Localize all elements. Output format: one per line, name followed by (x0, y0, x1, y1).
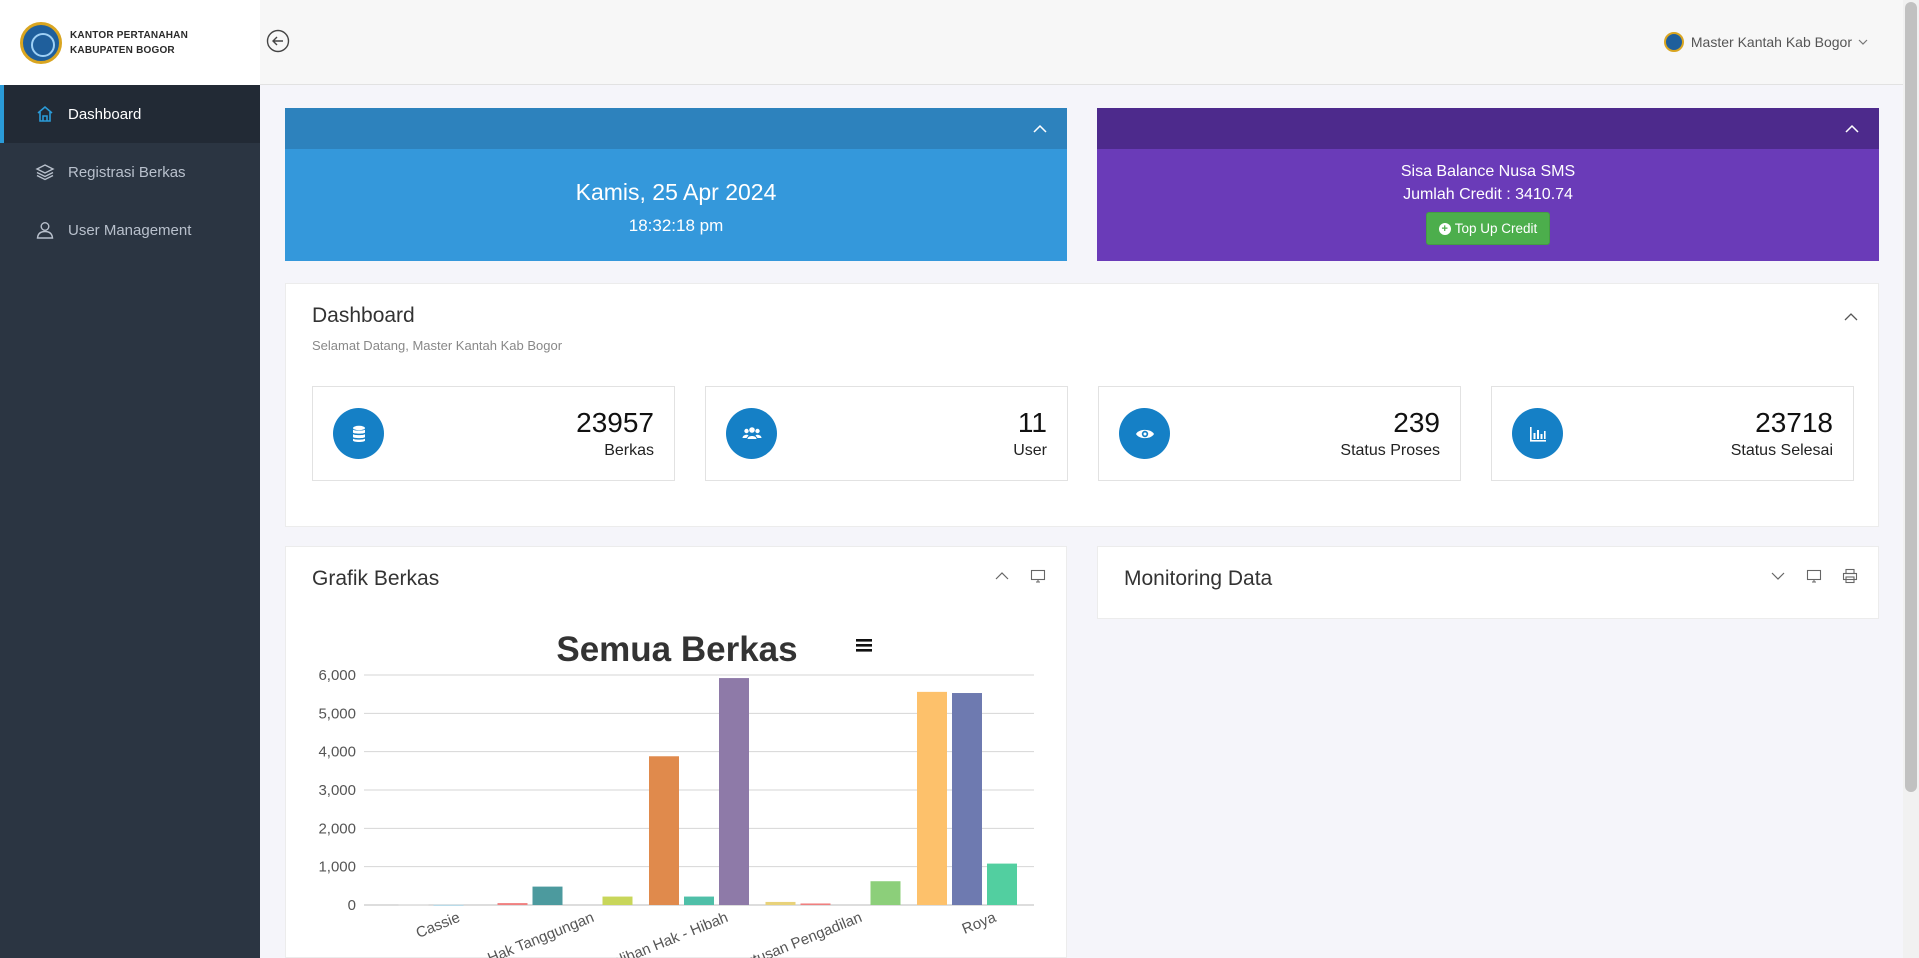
chart-bar (917, 691, 947, 905)
brand[interactable]: KANTOR PERTANAHAN KABUPATEN BOGOR (0, 0, 260, 85)
home-icon (34, 103, 56, 125)
dashboard-subtitle: Selamat Datang, Master Kantah Kab Bogor (312, 338, 563, 353)
stat-value: 23718 (1755, 407, 1833, 438)
y-tick-label: 1,000 (318, 859, 356, 876)
sidebar-item-label: Registrasi Berkas (68, 163, 186, 181)
top-up-credit-button[interactable]: + Top Up Credit (1425, 212, 1551, 245)
y-tick-label: 5,000 (318, 705, 356, 722)
chart-bar (987, 863, 1017, 905)
current-date: Kamis, 25 Apr 2024 (575, 179, 777, 205)
monitoring-title: Monitoring Data (1124, 567, 1273, 590)
back-arrow-icon[interactable] (266, 29, 290, 53)
berkas-bar-chart: Semua Berkas 0 1,000 2,000 3,000 4,000 5,000 6,… (318, 630, 1034, 958)
scrollbar-thumb[interactable] (1905, 2, 1917, 792)
sms-card-body: Sisa Balance Nusa SMS Jumlah Credit : 34… (1097, 149, 1879, 245)
y-tick-label: 2,000 (318, 820, 356, 837)
sms-credit: Jumlah Credit : 3410.74 (1403, 186, 1573, 203)
brand-text: KANTOR PERTANAHAN KABUPATEN BOGOR (70, 28, 188, 58)
chart-bar (398, 904, 429, 906)
x-tick-label: Roya (960, 909, 999, 938)
stat-value: 23957 (576, 407, 654, 438)
stat-card-status-selesai[interactable]: 23718 Status Selesai (1491, 386, 1854, 481)
chart-bar (497, 903, 528, 905)
user-icon (34, 219, 56, 241)
chevron-up-icon[interactable] (1844, 310, 1858, 324)
sidebar-item-registrasi-berkas[interactable]: Registrasi Berkas (0, 143, 260, 201)
x-tick-label: Hak Tanggungan (485, 909, 596, 958)
y-tick-label: 6,000 (318, 667, 356, 684)
sms-card-header (1097, 108, 1879, 149)
monitoring-data-card: Monitoring Data (1097, 546, 1879, 619)
brand-line1: KANTOR PERTANAHAN (70, 29, 189, 41)
y-tick-label: 4,000 (318, 744, 356, 761)
chevron-up-icon[interactable] (994, 568, 1010, 584)
grafik-title: Grafik Berkas (312, 567, 440, 590)
brand-line2: KABUPATEN BOGOR (70, 44, 175, 56)
bar-chart-icon (1512, 408, 1563, 459)
avatar (1663, 32, 1684, 52)
y-tick-label: 0 (348, 897, 356, 914)
chart-bar (870, 881, 901, 905)
chart-title: Semua Berkas (556, 630, 797, 669)
plus-circle-icon: + (1438, 222, 1451, 235)
chevron-up-icon[interactable] (1845, 122, 1859, 136)
stat-card-status-proses[interactable]: 239 Status Proses (1098, 386, 1461, 481)
users-icon (726, 408, 777, 459)
date-card-body: Kamis, 25 Apr 2024 18:32:18 pm (285, 149, 1067, 236)
chart-bar (602, 896, 633, 905)
chart-bar (952, 693, 982, 905)
sidebar-item-user-management[interactable]: User Management (0, 201, 260, 259)
sidebar-item-dashboard[interactable]: Dashboard (0, 85, 260, 143)
print-icon[interactable] (1842, 568, 1858, 584)
stat-value: 239 (1393, 407, 1440, 438)
top-up-label: Top Up Credit (1454, 221, 1538, 236)
sidebar-nav: Dashboard Registrasi Berkas User Managem… (0, 85, 260, 259)
chevron-up-icon[interactable] (1033, 122, 1047, 136)
y-tick-label: 3,000 (318, 782, 356, 799)
chart-bar (719, 678, 749, 905)
stat-label: Status Selesai (1730, 442, 1833, 459)
user-menu[interactable]: Master Kantah Kab Bogor (1663, 32, 1868, 52)
x-tick-label: Peralihan Hak - Hibah (588, 909, 730, 958)
brand-logo (20, 21, 62, 64)
sms-balance-card: Sisa Balance Nusa SMS Jumlah Credit : 34… (1097, 108, 1879, 261)
eye-icon (1119, 408, 1170, 459)
stat-card-user[interactable]: 11 User (705, 386, 1068, 481)
dashboard-title: Dashboard (312, 304, 415, 327)
sms-balance-title: Sisa Balance Nusa SMS (1400, 163, 1576, 180)
chart-bar (765, 901, 796, 905)
chart-bar (649, 756, 679, 905)
scrollbar[interactable] (1903, 0, 1919, 958)
chart-bar (800, 903, 831, 905)
chevron-down-icon (1858, 39, 1868, 45)
chart-bar (433, 904, 464, 906)
chevron-down-icon[interactable] (1770, 568, 1786, 584)
sidebar-item-label: Dashboard (68, 105, 142, 123)
layers-icon (34, 161, 56, 183)
x-tick-label: Putusan Pengadilan (734, 909, 865, 958)
x-tick-label: Cassie (414, 909, 463, 942)
stat-card-berkas[interactable]: 23957 Berkas (312, 386, 675, 481)
topbar: Master Kantah Kab Bogor (260, 0, 1903, 85)
date-card-header (285, 108, 1067, 149)
sidebar: KANTOR PERTANAHAN KABUPATEN BOGOR Dashbo… (0, 0, 260, 958)
stat-label: Status Proses (1340, 442, 1440, 459)
monitor-icon[interactable] (1806, 568, 1822, 584)
stat-label: User (1013, 442, 1047, 459)
stat-label: Berkas (604, 442, 654, 459)
current-time: 18:32:18 pm (628, 216, 724, 235)
chart-bar (684, 896, 714, 905)
grafik-berkas-card: Grafik Berkas Semua Berkas 0 1,000 2,000 3,0… (285, 546, 1067, 958)
chart-bar (532, 886, 563, 905)
date-card: Kamis, 25 Apr 2024 18:32:18 pm (285, 108, 1067, 261)
user-name: Master Kantah Kab Bogor (1690, 34, 1852, 50)
stat-value: 11 (1017, 407, 1047, 438)
sidebar-item-label: User Management (68, 221, 192, 239)
dashboard-card: Dashboard Selamat Datang, Master Kantah … (285, 283, 1879, 527)
chart-menu-icon[interactable] (856, 639, 872, 652)
database-icon (333, 408, 384, 459)
monitor-icon[interactable] (1030, 568, 1046, 584)
